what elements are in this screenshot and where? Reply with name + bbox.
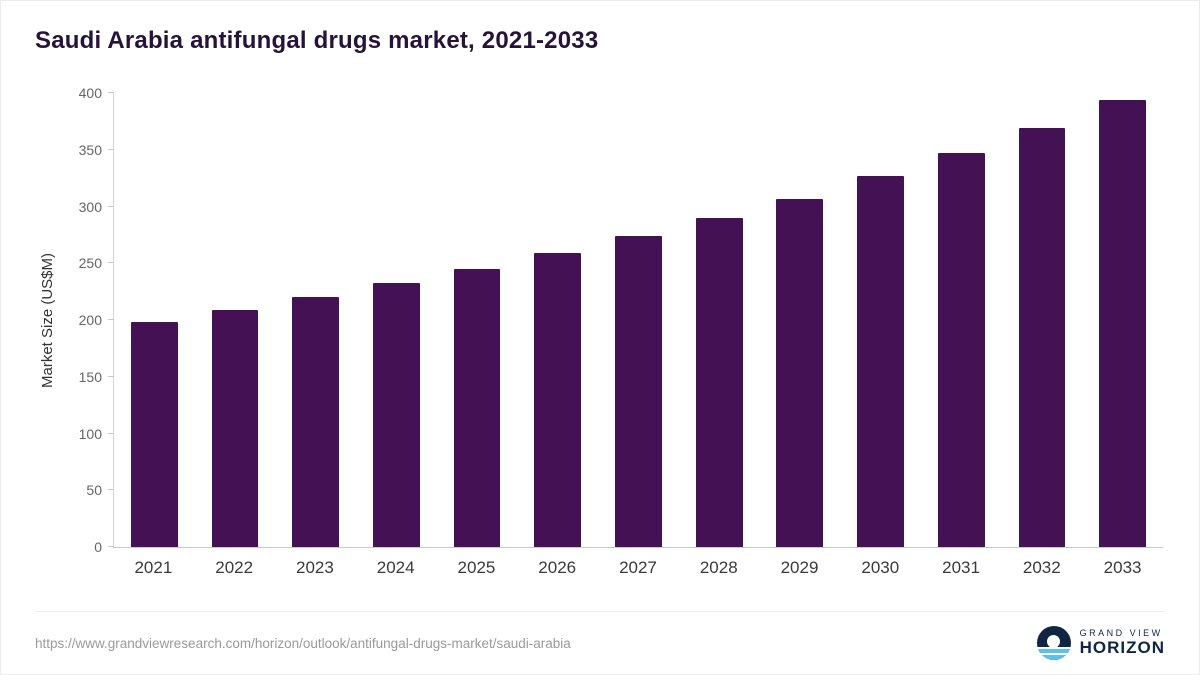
bar-slot <box>921 93 1002 547</box>
bar-2026[interactable] <box>534 253 582 547</box>
bar-slot <box>840 93 921 547</box>
horizon-logo-icon <box>1036 626 1071 660</box>
logo-text: GRAND VIEW HORIZON <box>1079 627 1165 658</box>
logo-horizon-shape <box>1036 647 1071 660</box>
y-tick-label: 300 <box>78 198 102 215</box>
y-tick-label: 400 <box>78 85 102 101</box>
x-tick-label: 2030 <box>861 558 900 577</box>
y-tick-label: 50 <box>86 482 102 499</box>
logo-sun-shape <box>1047 635 1061 648</box>
x-tick-label: 2021 <box>134 558 173 577</box>
y-tick-label: 100 <box>78 425 102 442</box>
y-tick-mark <box>108 148 114 150</box>
bar-slot <box>356 93 437 547</box>
y-tick-label: 0 <box>94 539 102 555</box>
bar-slot <box>195 93 276 547</box>
y-tick-label: 250 <box>78 255 102 272</box>
y-tick-mark <box>108 319 114 320</box>
bar-slot <box>679 93 760 547</box>
x-tick-label: 2033 <box>1103 558 1142 577</box>
bar-2024[interactable] <box>373 282 420 547</box>
bar-slot <box>760 93 841 547</box>
bar-slot <box>517 93 598 547</box>
y-tick-mark <box>108 432 114 434</box>
bar-2031[interactable] <box>937 153 985 547</box>
bar-slot <box>598 93 679 547</box>
y-tick-mark <box>108 92 114 93</box>
bar-slot <box>437 93 518 547</box>
logo-line-grand-view: GRAND VIEW <box>1079 627 1163 638</box>
x-tick-label: 2028 <box>699 558 738 577</box>
y-tick-mark <box>108 489 114 491</box>
y-tick-mark <box>108 262 114 264</box>
x-tick-label: 2023 <box>296 558 334 577</box>
bar-2022[interactable] <box>211 309 259 547</box>
bars <box>114 93 1163 547</box>
logo-line-horizon: HORIZON <box>1079 637 1165 657</box>
y-tick-mark <box>108 546 114 547</box>
bar-2023[interactable] <box>292 297 340 547</box>
footer: https://www.grandviewresearch.com/horizo… <box>35 611 1165 660</box>
bar-slot <box>1002 93 1083 547</box>
bar-2025[interactable] <box>453 268 501 547</box>
plot-wrap: Market Size (US$M) 0 50 100 150 200 250 300 350… <box>40 86 1163 554</box>
y-tick-label: 200 <box>78 312 102 328</box>
bar-2033[interactable] <box>1099 99 1146 547</box>
y-tick-label: 350 <box>78 141 102 158</box>
plot-area: 0 50 100 150 200 250 300 350 400 <box>79 86 1163 554</box>
x-tick-label: 2027 <box>619 558 657 577</box>
source-url: https://www.grandviewresearch.com/horizo… <box>35 635 571 651</box>
x-tick-label: 2025 <box>457 558 496 577</box>
x-axis-labels: 2021 2022 2023 2024 2025 2026 2027 2028 2029 2030… <box>113 558 1163 578</box>
y-axis-title: Market Size (US$M) <box>39 252 57 389</box>
bar-2021[interactable] <box>130 322 178 547</box>
x-tick-label: 2022 <box>215 558 254 577</box>
bar-slot <box>275 93 356 547</box>
bar-slot <box>1082 93 1163 547</box>
x-tick-label: 2029 <box>780 558 819 577</box>
bar-2028[interactable] <box>695 217 743 547</box>
grand-view-horizon-logo: GRAND VIEW HORIZON <box>1036 626 1165 660</box>
bar-2030[interactable] <box>857 175 904 547</box>
y-tick-mark <box>108 375 114 377</box>
x-tick-label: 2031 <box>942 558 980 577</box>
y-tick-label: 150 <box>78 368 102 385</box>
bar-slot <box>114 93 195 547</box>
y-axis-title-column: Market Size (US$M) <box>35 93 61 548</box>
x-tick-label: 2024 <box>376 558 415 577</box>
bar-2032[interactable] <box>1018 128 1066 547</box>
chart-title: Saudi Arabia antifungal drugs market, 20… <box>35 27 599 54</box>
bar-2027[interactable] <box>615 236 662 547</box>
bar-2029[interactable] <box>776 198 824 547</box>
x-tick-label: 2032 <box>1022 558 1061 577</box>
y-tick-mark <box>108 205 114 207</box>
x-tick-label: 2026 <box>538 558 577 577</box>
